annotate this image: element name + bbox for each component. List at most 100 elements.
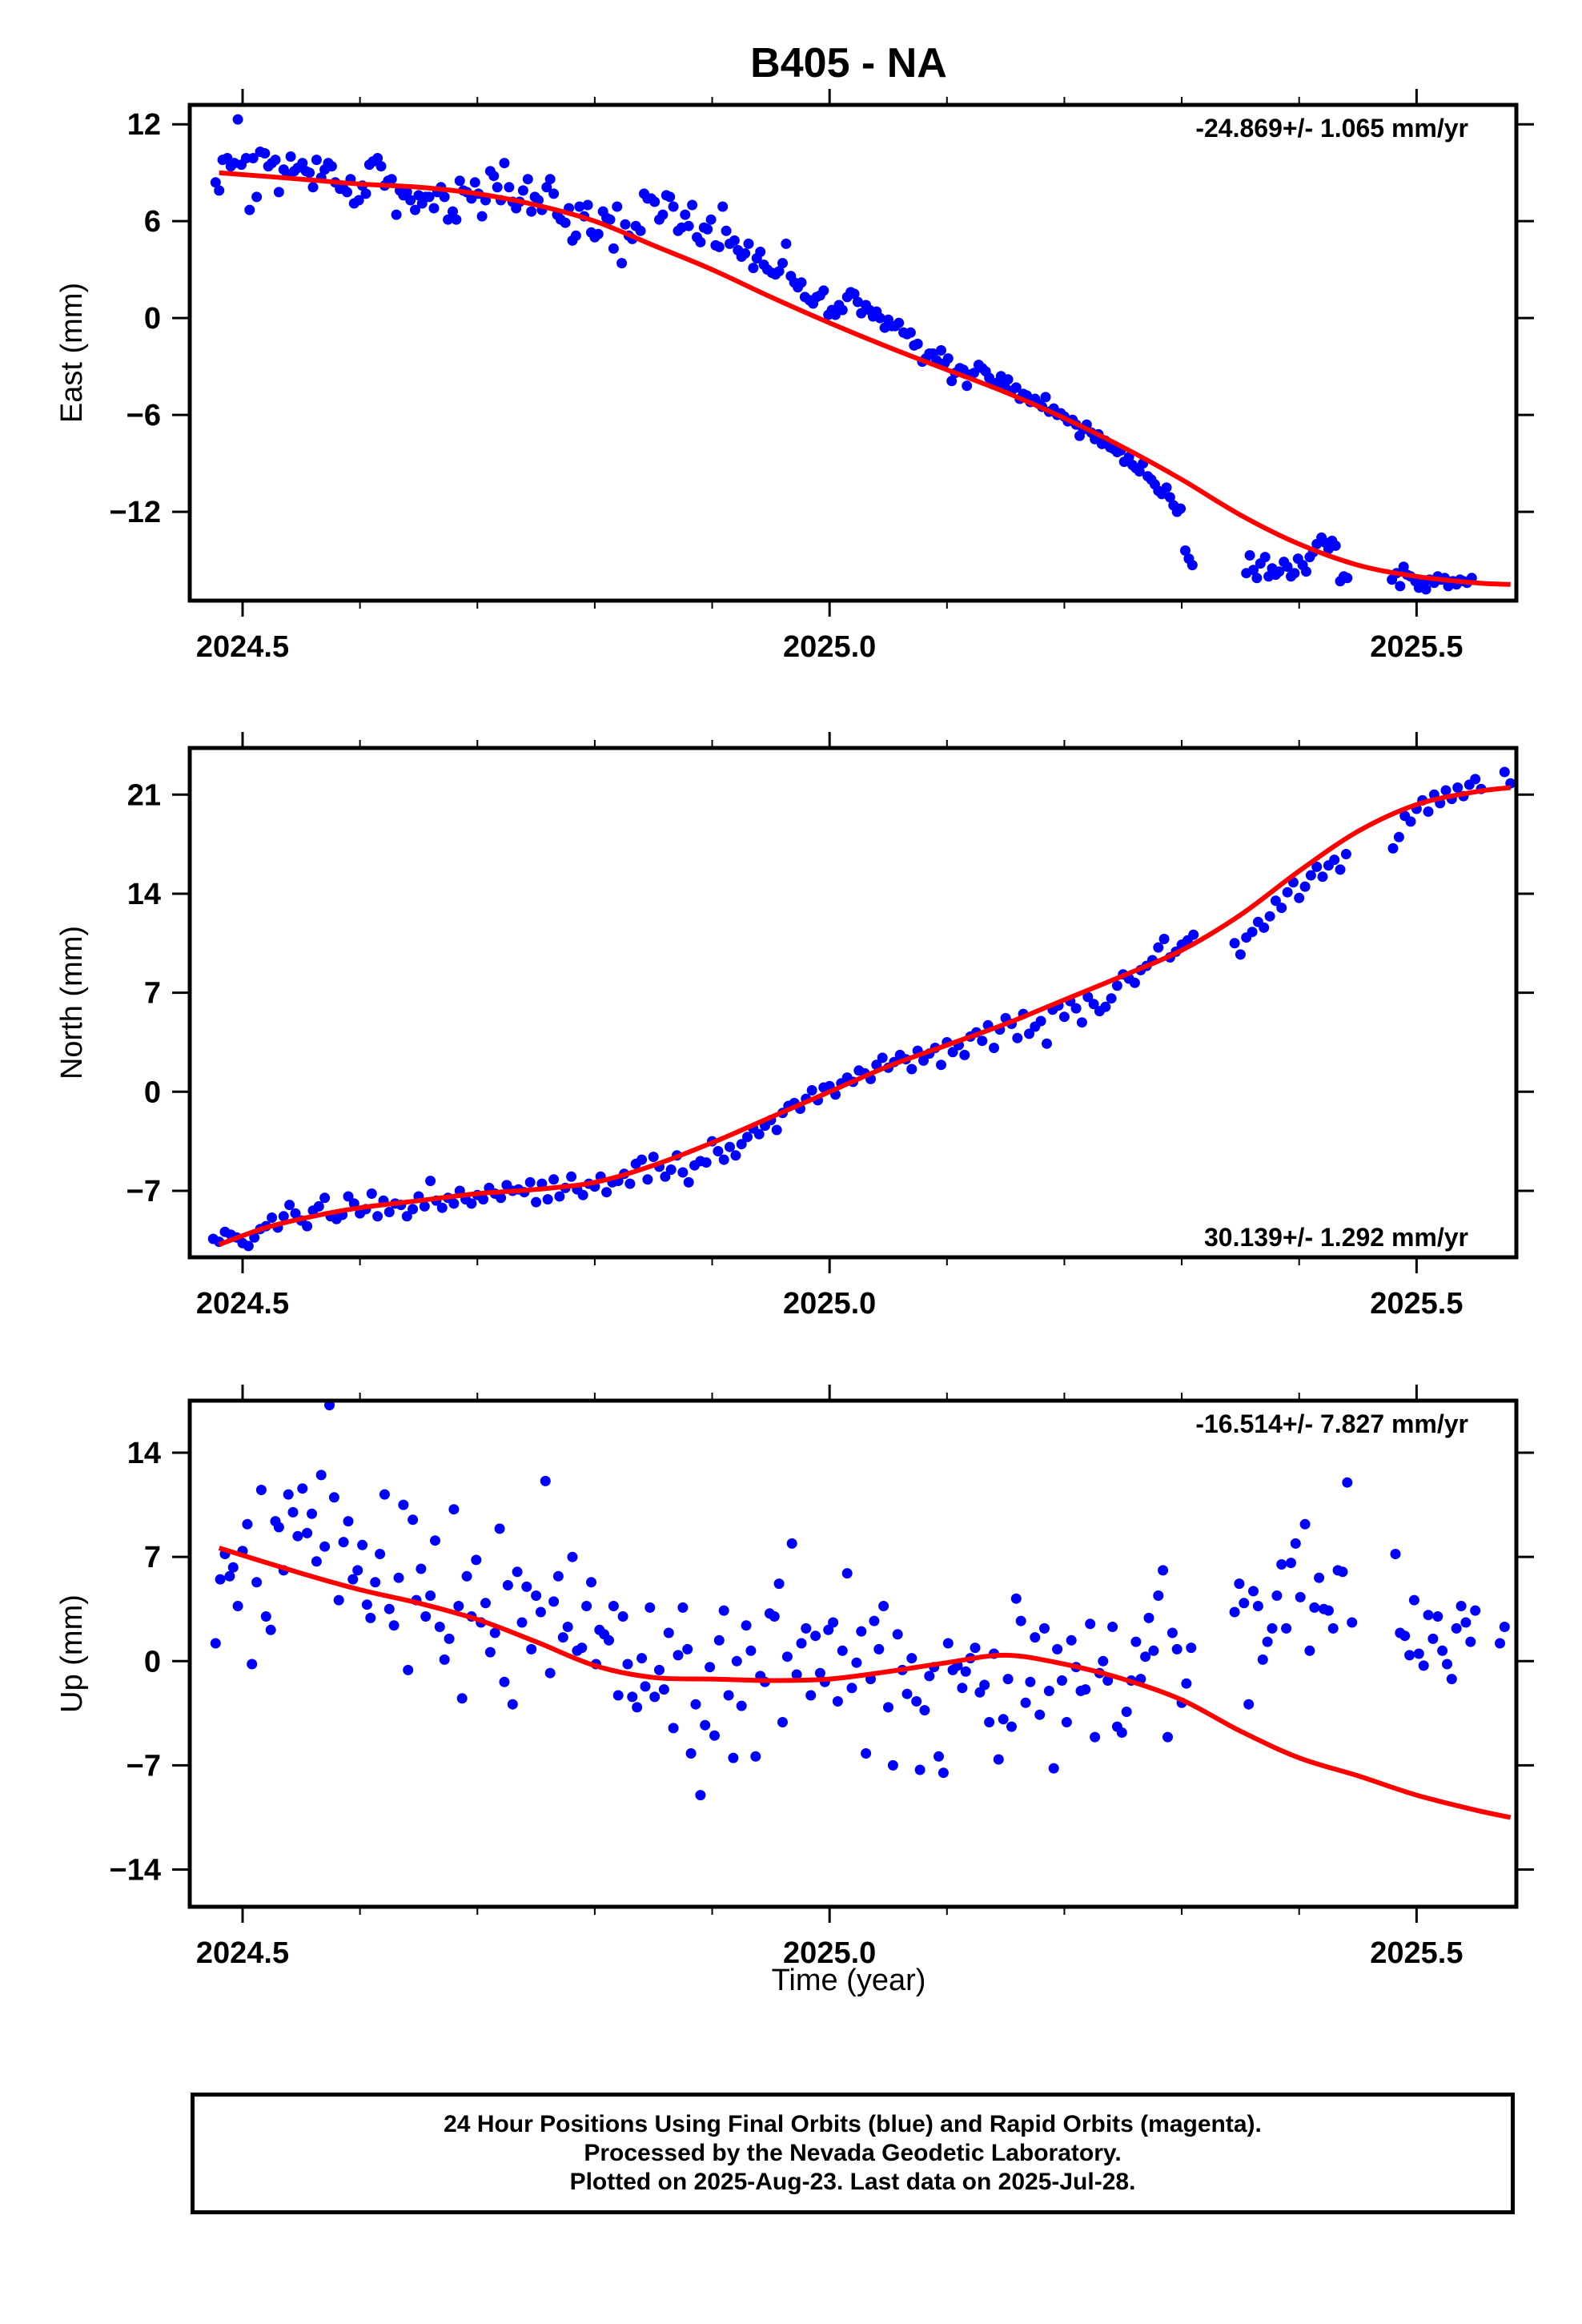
data-point (227, 1562, 239, 1573)
data-point (1035, 1015, 1046, 1027)
data-point (781, 238, 792, 249)
data-point (1048, 1763, 1059, 1774)
data-point (1239, 1598, 1250, 1609)
data-point (1499, 1622, 1510, 1632)
data-point (773, 266, 785, 277)
data-point (1229, 938, 1240, 949)
data-point (709, 1730, 720, 1741)
data-point (1024, 1028, 1034, 1039)
x-tick-label: 2025.0 (783, 1936, 876, 1970)
data-point (398, 1499, 409, 1510)
x-tick-label: 2024.5 (196, 1287, 289, 1321)
data-point (1499, 766, 1510, 778)
data-point (942, 353, 954, 364)
data-point (683, 220, 694, 231)
data-point (1274, 566, 1285, 577)
data-point (302, 1527, 313, 1538)
data-point (841, 1568, 853, 1579)
data-point (1088, 999, 1099, 1010)
data-point (979, 1679, 990, 1691)
data-point (873, 1643, 885, 1655)
data-point (1134, 466, 1145, 477)
data-point (557, 1632, 568, 1643)
data-point (260, 1611, 271, 1622)
data-point (531, 1590, 542, 1601)
data-point (729, 235, 740, 246)
data-point (570, 230, 581, 241)
data-point (507, 1699, 518, 1710)
data-point (1244, 550, 1255, 561)
data-point (372, 153, 383, 163)
data-point (566, 1171, 577, 1182)
data-point (292, 1530, 303, 1542)
data-point (430, 1535, 440, 1546)
data-point (970, 1642, 981, 1654)
data-point (581, 1601, 592, 1611)
data-point (1158, 1565, 1169, 1576)
data-point (657, 209, 669, 220)
data-point (861, 1748, 872, 1759)
data-point (526, 206, 537, 217)
data-point (496, 1192, 507, 1204)
data-point (777, 258, 788, 269)
data-point (1251, 573, 1263, 584)
data-point (1020, 1697, 1031, 1708)
data-point (576, 1642, 588, 1654)
data-point (302, 1220, 313, 1232)
data-point (604, 214, 616, 225)
data-point (713, 241, 725, 252)
plot-frame (187, 1398, 1519, 1909)
data-point (210, 1638, 221, 1649)
data-point (1180, 545, 1191, 556)
data-point (408, 1514, 419, 1526)
data-point (1111, 980, 1122, 991)
data-point (1042, 1038, 1052, 1049)
data-point (1390, 1549, 1401, 1559)
data-point (1305, 870, 1316, 881)
data-point (1043, 1686, 1054, 1696)
data-point (1492, 0, 1503, 6)
data-point (1015, 1615, 1026, 1626)
data-point (1247, 927, 1258, 938)
data-point (700, 1719, 711, 1731)
data-point (541, 182, 552, 193)
data-point (502, 1580, 513, 1590)
data-point (695, 1790, 706, 1801)
data-point (938, 1767, 949, 1779)
data-point (837, 1645, 848, 1656)
data-point (1262, 1636, 1273, 1647)
data-point (624, 1178, 636, 1189)
data-point (1098, 1655, 1109, 1667)
data-point (1330, 540, 1341, 551)
data-point (1006, 1721, 1017, 1732)
data-point (635, 225, 646, 236)
y-tick-label: 0 (144, 302, 161, 336)
data-point (283, 1489, 294, 1500)
data-point (936, 345, 946, 356)
data-point (443, 214, 454, 225)
data-point (1440, 785, 1452, 796)
data-point (1248, 1586, 1259, 1597)
data-point (856, 1626, 867, 1637)
data-point (562, 1622, 573, 1632)
data-point (391, 209, 402, 220)
up-panel: 2024.5 2025.0 2025.5 14 7 0 −7 −14 Up (mm) -16.51… (55, 1385, 1534, 1970)
data-point (713, 1146, 724, 1156)
data-point (718, 1154, 729, 1165)
figure-title: B405 - NA (750, 40, 947, 86)
data-point (375, 1549, 386, 1559)
data-point (851, 1657, 862, 1668)
data-point (243, 1240, 254, 1252)
data-point (741, 1620, 752, 1631)
data-point (730, 1150, 741, 1161)
data-point (773, 1578, 785, 1590)
data-point (731, 1655, 742, 1667)
data-point (311, 155, 322, 166)
data-point (1080, 1684, 1091, 1695)
data-point (434, 1622, 445, 1632)
data-point (489, 1627, 500, 1638)
data-point (740, 248, 751, 259)
x-tick-label: 2025.0 (783, 1287, 876, 1321)
data-point (893, 317, 905, 328)
data-point (582, 199, 593, 211)
